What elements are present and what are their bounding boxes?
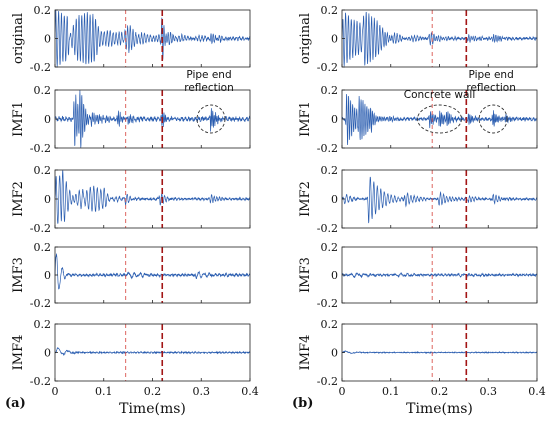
subplot-0-3: 0.2 0 -0.2 IMF3 <box>11 241 251 310</box>
subplot-1-4: 0.2 0 -0.2 IMF4 <box>298 318 538 388</box>
y-tick-label: 0 <box>44 113 51 126</box>
x-tick-label: 0.1 <box>382 385 400 398</box>
subplot-0-4: 0.2 0 -0.2 IMF4 <box>11 318 251 388</box>
y-tick-label: 0 <box>331 193 338 206</box>
annotation-text: reflection <box>466 82 516 94</box>
y-tick-label: 0 <box>331 347 338 360</box>
y-tick-label: 0.2 <box>321 241 339 254</box>
y-axis-label: IMF1 <box>298 101 313 137</box>
y-tick-label: -0.2 <box>30 61 51 74</box>
annotation-text: Concrete wall <box>404 89 476 101</box>
annotation-text: Pipe end <box>186 69 231 81</box>
y-tick-label: -0.2 <box>317 375 338 388</box>
series-line <box>341 272 538 279</box>
y-axis-label: IMF3 <box>11 257 26 293</box>
x-axis-label: Time(ms) <box>119 401 186 417</box>
y-tick-label: 0.2 <box>321 4 339 17</box>
x-tick-label: 0.1 <box>95 385 113 398</box>
y-axis-label: IMF3 <box>298 257 313 293</box>
y-tick-label: -0.2 <box>317 222 338 235</box>
subplot-1-0: 0.2 0 -0.2 original <box>298 4 538 74</box>
y-tick-label: 0 <box>331 33 338 46</box>
y-axis-label: IMF2 <box>11 181 26 217</box>
x-tick-label: 0.4 <box>241 385 259 398</box>
y-tick-label: 0 <box>44 33 51 46</box>
x-tick-label: 0 <box>52 385 59 398</box>
y-tick-label: -0.2 <box>317 142 338 155</box>
x-tick-label: 0.2 <box>431 385 449 398</box>
y-tick-label: -0.2 <box>30 142 51 155</box>
annotation-ellipse <box>196 104 226 134</box>
panel-label: (a) <box>5 396 26 411</box>
x-tick-label: 0 <box>339 385 346 398</box>
series-line <box>341 176 538 224</box>
y-tick-label: -0.2 <box>317 297 338 310</box>
x-tick-label: 0.3 <box>193 385 211 398</box>
y-tick-label: 0.2 <box>321 164 339 177</box>
y-tick-label: 0 <box>44 347 51 360</box>
y-tick-label: 0.2 <box>321 84 339 97</box>
annotation-text: Pipe end <box>468 69 513 81</box>
y-tick-label: 0.2 <box>34 164 52 177</box>
y-tick-label: 0.2 <box>321 318 339 331</box>
y-axis-label: IMF4 <box>11 335 26 371</box>
panel-label: (b) <box>292 396 313 411</box>
series-line <box>341 94 538 146</box>
y-tick-label: 0.2 <box>34 84 52 97</box>
series-line <box>54 90 251 148</box>
series-line <box>54 252 251 290</box>
subplot-0-0: 0.2 0 -0.2 original <box>11 4 251 74</box>
y-tick-label: 0.2 <box>34 241 52 254</box>
y-tick-label: 0 <box>331 269 338 282</box>
y-tick-label: 0.2 <box>34 4 52 17</box>
y-axis-label: original <box>298 13 313 64</box>
y-axis-label: IMF1 <box>11 101 26 137</box>
y-tick-label: 0 <box>44 193 51 206</box>
y-tick-label: -0.2 <box>30 222 51 235</box>
y-tick-label: -0.2 <box>317 61 338 74</box>
series-line <box>341 11 538 67</box>
y-axis-label: original <box>11 13 26 64</box>
annotation-ellipse <box>478 104 508 134</box>
series-line <box>341 350 538 355</box>
y-tick-label: 0 <box>44 269 51 282</box>
series-line <box>54 170 251 224</box>
y-tick-label: 0 <box>331 113 338 126</box>
y-tick-label: -0.2 <box>30 375 51 388</box>
y-tick-label: -0.2 <box>30 297 51 310</box>
subplot-1-2: 0.2 0 -0.2 IMF2 <box>298 164 538 235</box>
series-line <box>54 10 251 67</box>
x-tick-label: 0.3 <box>480 385 498 398</box>
y-axis-label: IMF4 <box>298 335 313 371</box>
series-line <box>55 347 251 356</box>
subplot-0-1: 0.2 0 -0.2 IMF1 <box>11 84 251 155</box>
y-tick-label: 0.2 <box>34 318 52 331</box>
subplot-1-3: 0.2 0 -0.2 IMF3 <box>298 241 538 310</box>
subplot-1-1: 0.2 0 -0.2 IMF1 <box>298 84 538 155</box>
annotation-ellipse <box>417 104 462 134</box>
x-axis-label: Time(ms) <box>406 401 473 417</box>
annotation-text: reflection <box>184 82 234 94</box>
subplot-0-2: 0.2 0 -0.2 IMF2 <box>11 164 251 235</box>
y-axis-label: IMF2 <box>298 181 313 217</box>
x-tick-label: 0.4 <box>528 385 546 398</box>
x-tick-label: 0.2 <box>144 385 162 398</box>
